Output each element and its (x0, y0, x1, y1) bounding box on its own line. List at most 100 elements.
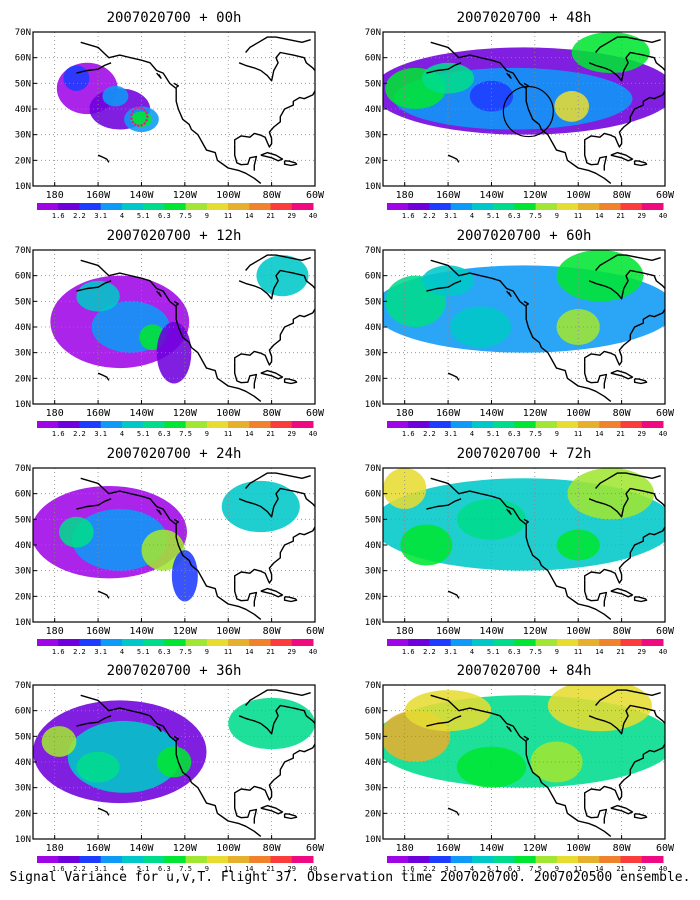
lon-tick-label: 120W (523, 408, 548, 419)
colorbar-label: 29 (638, 648, 646, 656)
map-area (383, 685, 665, 839)
colorbar-swatch (620, 421, 643, 428)
observation-dot (145, 115, 149, 118)
coastline (523, 300, 529, 306)
colorbar-swatch (450, 203, 473, 210)
lat-tick-label: 60N (365, 272, 381, 282)
colorbar-label: 1.6 (402, 865, 415, 873)
lon-tick-label: 60W (306, 626, 325, 637)
lon-tick-label: 140W (129, 626, 154, 637)
colorbar-label: 3.1 (94, 865, 107, 873)
colorbar-swatch (387, 421, 409, 428)
lon-tick-label: 100W (566, 190, 591, 201)
lat-tick-label: 70N (15, 681, 31, 691)
colorbar-swatch (556, 639, 579, 646)
lon-tick-label: 180 (46, 843, 64, 854)
colorbar-swatch (185, 421, 208, 428)
lat-tick-label: 20N (365, 374, 381, 384)
variance-region (400, 524, 453, 566)
panel-title: 2007020700 + 48h (457, 10, 592, 26)
variance-region (130, 111, 153, 127)
colorbar-label: 6.3 (508, 865, 521, 873)
map-panel: 2007020700 + 12h 10N 20N 30N 40N 50N 60N 70N 180… (15, 228, 325, 438)
lat-tick-label: 40N (15, 758, 31, 768)
coastline (430, 694, 612, 837)
colorbar-label: 40 (659, 212, 667, 220)
variance-region (571, 32, 650, 74)
coastline (610, 587, 634, 598)
colorbar-swatch (100, 203, 123, 210)
lat-tick-label: 10N (365, 182, 381, 192)
coastline (283, 813, 298, 820)
colorbar-swatch (450, 421, 473, 428)
panel-title: 2007020700 + 36h (107, 663, 242, 679)
coastline (584, 743, 665, 801)
coastline (283, 160, 298, 167)
lat-tick-label: 30N (365, 349, 381, 359)
colorbar-label: 6.3 (508, 648, 521, 656)
lat-tick-label: 30N (15, 567, 31, 577)
colorbar-label: 14 (595, 648, 603, 656)
colorbar-label: 29 (288, 212, 296, 220)
colorbar-label: 7.5 (529, 212, 542, 220)
lon-tick-label: 180 (46, 190, 64, 201)
lon-tick-label: 180 (396, 408, 414, 419)
lon-tick-label: 80W (613, 626, 632, 637)
colorbar-label: 2.2 (73, 430, 86, 438)
colorbar-swatch (387, 203, 409, 210)
colorbar-swatch (387, 856, 409, 863)
lat-tick-label: 50N (15, 515, 31, 525)
lon-tick-label: 180 (46, 626, 64, 637)
colorbar-label: 11 (574, 865, 582, 873)
variance-region (530, 741, 583, 783)
colorbar-label: 3.1 (94, 648, 107, 656)
colorbar-swatch (408, 421, 430, 428)
colorbar-label: 40 (309, 212, 317, 220)
coastline (584, 362, 608, 389)
colorbar-swatch (270, 203, 293, 210)
colorbar-label: 7.5 (179, 865, 192, 873)
lon-tick-label: 160W (436, 190, 461, 201)
colorbar-label: 9 (555, 212, 559, 220)
colorbar-label: 29 (638, 212, 646, 220)
colorbar-label: 14 (595, 212, 603, 220)
colorbar-swatch (514, 639, 537, 646)
lat-tick-label: 30N (365, 784, 381, 794)
lon-tick-label: 80W (263, 190, 282, 201)
lat-tick-label: 60N (365, 54, 381, 64)
lon-tick-label: 160W (436, 843, 461, 854)
colorbar-label: 29 (638, 430, 646, 438)
coastline (283, 378, 298, 385)
lat-tick-label: 10N (15, 182, 31, 192)
lat-tick-label: 70N (15, 464, 31, 474)
colorbar-swatch (249, 203, 272, 210)
colorbar-label: 7.5 (529, 648, 542, 656)
colorbar-label: 21 (266, 430, 274, 438)
colorbar-swatch (556, 203, 579, 210)
colorbar-label: 9 (555, 648, 559, 656)
colorbar-swatch (556, 421, 579, 428)
variance-region (554, 91, 590, 122)
colorbar-label: 6.3 (158, 212, 171, 220)
colorbar-label: 5.1 (487, 865, 500, 873)
observation-dot (140, 106, 144, 110)
colorbar-swatch (535, 639, 558, 646)
map-area (33, 468, 315, 622)
lon-tick-label: 100W (566, 408, 591, 419)
lat-tick-label: 10N (15, 835, 31, 845)
colorbar-swatch (37, 856, 59, 863)
map-area (33, 250, 315, 404)
coastline (76, 715, 112, 727)
colorbar-label: 2.2 (423, 865, 436, 873)
colorbar-label: 1.6 (52, 865, 65, 873)
colorbar-label: 40 (309, 648, 317, 656)
variance-region (156, 746, 192, 778)
map-area (383, 468, 665, 622)
variance-region (567, 468, 655, 520)
colorbar-swatch (206, 856, 229, 863)
lat-tick-label: 10N (365, 618, 381, 628)
variance-region (41, 726, 77, 757)
colorbar-swatch (249, 639, 272, 646)
coastline (238, 269, 315, 300)
